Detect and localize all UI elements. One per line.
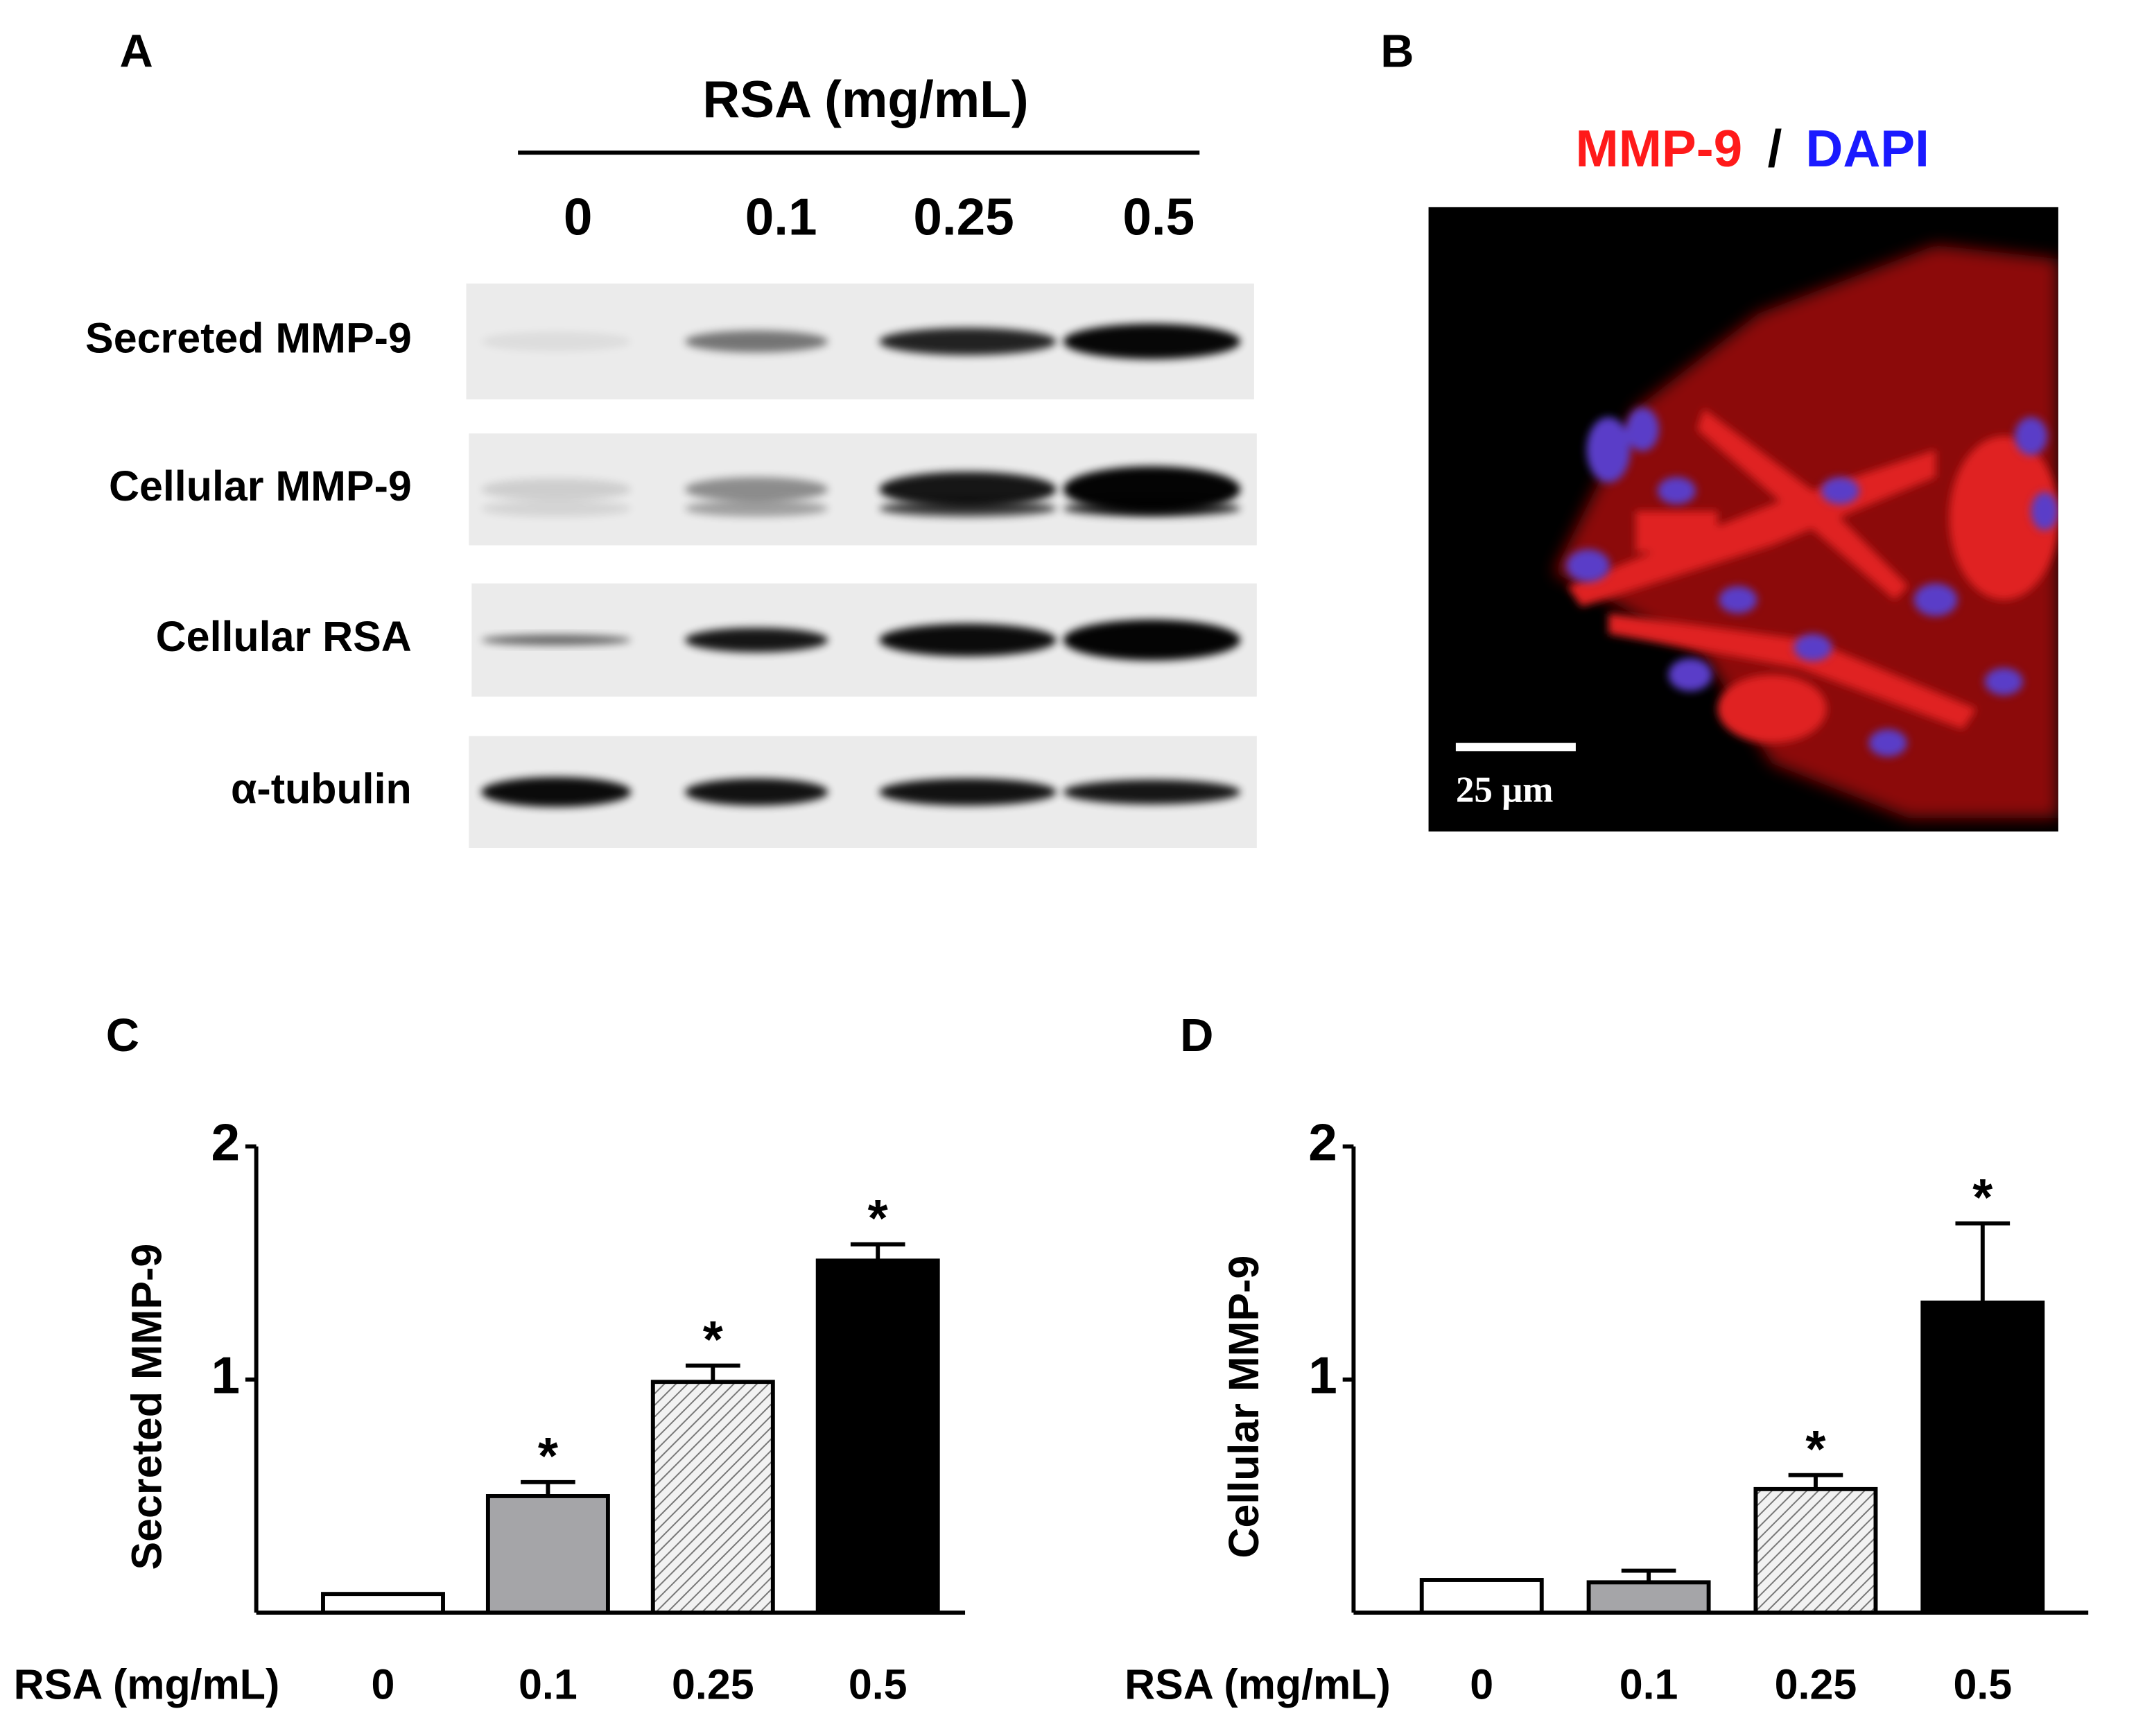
x-tick-label: 0.5	[1953, 1660, 2012, 1708]
bar-chart: 1 2 Cellular MMP-9 RSA (mg/mL) 0 0.1 0.25 * 0.5 *	[1125, 1113, 2089, 1708]
blot-title: RSA (mg/mL)	[702, 70, 1028, 128]
band	[685, 330, 828, 353]
row-label: Cellular MMP-9	[109, 462, 412, 510]
bar	[1753, 1486, 1878, 1615]
significance-mark: *	[868, 1189, 888, 1247]
x-axis-label: RSA (mg/mL)	[1125, 1660, 1391, 1708]
row-label: Cellular RSA	[156, 613, 412, 660]
bar	[1920, 1300, 2045, 1615]
panel-label: B	[1380, 25, 1414, 77]
significance-mark: *	[1972, 1168, 1992, 1226]
bar	[1419, 1578, 1544, 1615]
panel-label: D	[1180, 1009, 1213, 1061]
band	[685, 778, 828, 806]
band	[879, 327, 1057, 356]
significance-mark: *	[703, 1310, 723, 1369]
band	[1063, 619, 1241, 661]
counterstain-label: DAPI	[1805, 119, 1929, 177]
x-tick-label: 0.25	[672, 1660, 754, 1708]
bar-chart: 1 2 Secreted MMP-9 RSA (mg/mL) 0 0.1 * 0.25 * 0.5…	[14, 1113, 966, 1708]
row-label: Secreted MMP-9	[85, 315, 412, 362]
western-blot: 0 0.1 0.25 0.5 Secreted MMP-9 Cellular MMP-9 C…	[85, 187, 1257, 848]
x-tick-label: 0	[372, 1660, 395, 1708]
band	[481, 634, 632, 646]
band	[481, 331, 632, 351]
row-label: α-tubulin	[231, 765, 412, 812]
y-tick-label: 1	[1308, 1346, 1337, 1405]
bar	[1586, 1580, 1711, 1615]
y-tick-label: 1	[211, 1346, 241, 1405]
band	[1063, 779, 1241, 805]
band	[481, 500, 632, 517]
y-tick-label: 2	[211, 1113, 241, 1171]
y-axis-label: Cellular MMP-9	[1220, 1256, 1267, 1559]
x-tick-label: 0.25	[1775, 1660, 1857, 1708]
band	[685, 500, 828, 517]
panel-label: A	[119, 25, 153, 77]
band	[879, 623, 1057, 657]
band	[481, 478, 632, 501]
x-tick-label: 0.1	[519, 1660, 578, 1708]
lane-label: 0.1	[745, 187, 817, 245]
micrograph-content	[1554, 245, 2058, 818]
y-tick-label: 2	[1308, 1113, 1337, 1171]
x-tick-label: 0.5	[849, 1660, 908, 1708]
band	[1063, 500, 1241, 517]
significance-mark: *	[1805, 1420, 1825, 1478]
stain-label: MMP-9	[1575, 119, 1742, 177]
bar	[485, 1493, 610, 1615]
band	[685, 627, 828, 652]
lane-label: 0.5	[1122, 187, 1195, 245]
bar	[321, 1592, 445, 1615]
band	[879, 778, 1057, 806]
scale-bar-label: 25 μm	[1456, 770, 1554, 810]
bar	[650, 1380, 775, 1615]
bar	[815, 1258, 940, 1615]
band	[879, 500, 1057, 517]
x-tick-label: 0	[1470, 1660, 1493, 1708]
band	[1063, 466, 1241, 513]
band	[481, 776, 632, 808]
band	[685, 477, 828, 502]
lane-label: 0	[564, 187, 593, 245]
significance-mark: *	[538, 1427, 558, 1485]
panel-label: C	[106, 1009, 139, 1061]
lane-label: 0.25	[913, 187, 1014, 245]
charts: 1 2 Secreted MMP-9 RSA (mg/mL) 0 0.1 * 0.25 * 0.5…	[14, 1113, 2089, 1708]
band	[1063, 323, 1241, 360]
separator: /	[1768, 119, 1782, 177]
x-axis-label: RSA (mg/mL)	[14, 1660, 280, 1708]
band	[879, 471, 1057, 507]
x-tick-label: 0.1	[1620, 1660, 1678, 1708]
y-axis-label: Secreted MMP-9	[123, 1244, 170, 1570]
